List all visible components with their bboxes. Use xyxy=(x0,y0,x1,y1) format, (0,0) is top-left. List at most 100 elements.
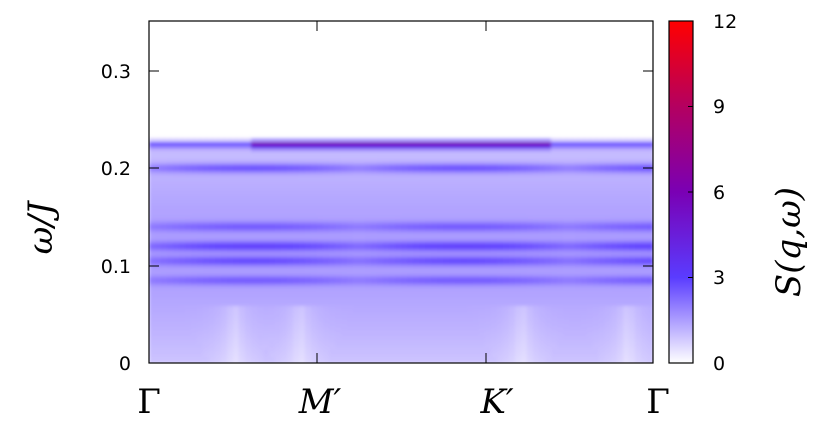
heatmap-cell xyxy=(149,292,156,297)
heatmap-cell xyxy=(359,327,366,332)
heatmap-cell xyxy=(185,176,192,181)
heatmap-cell xyxy=(293,353,300,358)
heatmap-cell xyxy=(293,305,300,309)
heatmap-cell xyxy=(353,298,360,303)
heatmap-cell xyxy=(521,167,528,171)
heatmap-cell xyxy=(395,276,402,281)
heatmap-cell xyxy=(209,196,216,200)
heatmap-cell xyxy=(473,138,480,143)
heatmap-cell xyxy=(557,330,564,335)
heatmap-cell xyxy=(401,196,408,200)
heatmap-cell xyxy=(197,218,204,223)
heatmap-cell xyxy=(149,250,156,255)
heatmap-cell xyxy=(515,170,522,175)
heatmap-cell xyxy=(245,160,252,165)
heatmap-cell xyxy=(473,205,480,210)
heatmap-cell xyxy=(497,298,504,303)
heatmap-cell xyxy=(443,334,450,338)
heatmap-cell xyxy=(215,221,222,226)
heatmap-cell xyxy=(293,334,300,338)
heatmap-cell xyxy=(293,292,300,297)
heatmap-cell xyxy=(251,199,258,204)
heatmap-cell xyxy=(503,289,510,293)
heatmap-cell xyxy=(341,221,348,226)
heatmap-cell xyxy=(167,276,174,281)
heatmap-cell xyxy=(161,205,168,210)
heatmap-cell xyxy=(527,199,534,204)
heatmap-cell xyxy=(167,163,174,168)
heatmap-cell xyxy=(563,276,570,281)
heatmap-cell xyxy=(323,144,330,149)
heatmap-cell xyxy=(233,257,240,261)
heatmap-cell xyxy=(197,279,204,284)
heatmap-cell xyxy=(365,205,372,210)
heatmap-cell xyxy=(509,314,516,319)
heatmap-cell xyxy=(395,324,402,329)
heatmap-cell xyxy=(455,138,462,143)
heatmap-cell xyxy=(473,212,480,216)
heatmap-cell xyxy=(401,324,408,329)
heatmap-cell xyxy=(167,353,174,358)
heatmap-cell xyxy=(455,318,462,322)
heatmap-cell xyxy=(341,350,348,354)
heatmap-cell xyxy=(209,221,216,226)
heatmap-cell xyxy=(155,257,162,261)
heatmap-cell xyxy=(575,282,582,287)
heatmap-cell xyxy=(425,224,432,229)
heatmap-cell xyxy=(491,244,498,248)
heatmap-cell xyxy=(485,160,492,165)
heatmap-cell xyxy=(191,334,198,338)
heatmap-cell xyxy=(449,157,456,162)
heatmap-cell xyxy=(251,269,258,274)
heatmap-cell xyxy=(569,221,576,226)
heatmap-cell xyxy=(371,215,378,220)
heatmap-cell xyxy=(527,221,534,226)
heatmap-cell xyxy=(239,318,246,322)
heatmap-cell xyxy=(401,257,408,261)
heatmap-cell xyxy=(179,327,186,332)
heatmap-cell xyxy=(155,180,162,184)
heatmap-cell xyxy=(431,346,438,351)
heatmap-cell xyxy=(155,199,162,204)
heatmap-cell xyxy=(263,160,270,165)
heatmap-cell xyxy=(491,318,498,322)
heatmap-cell xyxy=(233,276,240,281)
heatmap-cell xyxy=(383,160,390,165)
heatmap-cell xyxy=(215,199,222,204)
heatmap-cell xyxy=(569,285,576,290)
heatmap-cell xyxy=(233,334,240,338)
heatmap-cell xyxy=(251,343,258,348)
heatmap-cell xyxy=(287,196,294,200)
heatmap-cell xyxy=(293,285,300,290)
heatmap-cell xyxy=(245,237,252,242)
heatmap-cell xyxy=(377,253,384,258)
heatmap-cell xyxy=(413,273,420,277)
heatmap-cell xyxy=(281,208,288,213)
heatmap-cell xyxy=(563,257,570,261)
heatmap-cell xyxy=(383,298,390,303)
heatmap-cell xyxy=(173,337,180,342)
heatmap-cell xyxy=(491,212,498,216)
heatmap-cell xyxy=(503,212,510,216)
heatmap-cell xyxy=(539,212,546,216)
heatmap-cell xyxy=(161,260,168,265)
heatmap-cell xyxy=(413,343,420,348)
heatmap-cell xyxy=(443,298,450,303)
heatmap-cell xyxy=(257,144,264,149)
heatmap-cell xyxy=(179,224,186,229)
heatmap-cell xyxy=(167,327,174,332)
heatmap-cell xyxy=(563,192,570,197)
heatmap-cell xyxy=(353,321,360,326)
heatmap-cell xyxy=(359,314,366,319)
heatmap-cell xyxy=(341,273,348,277)
heatmap-cell xyxy=(161,250,168,255)
heatmap-cell xyxy=(413,356,420,361)
heatmap-cell xyxy=(545,144,552,149)
heatmap-cell xyxy=(305,356,312,361)
heatmap-cell xyxy=(239,337,246,342)
heatmap-cell xyxy=(497,154,504,159)
heatmap-cell xyxy=(275,285,282,290)
heatmap-cell xyxy=(479,334,486,338)
heatmap-cell xyxy=(359,202,366,207)
heatmap-cell xyxy=(455,302,462,306)
